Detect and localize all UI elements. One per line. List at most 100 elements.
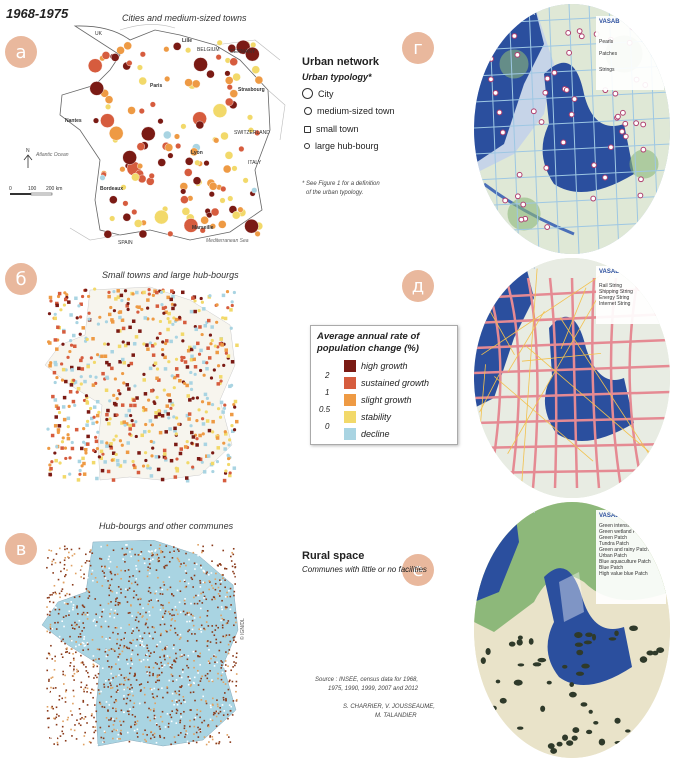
commune-marker <box>149 635 151 637</box>
commune-marker <box>118 668 121 670</box>
commune-marker <box>184 736 186 738</box>
commune-marker <box>76 605 78 607</box>
commune-marker <box>94 598 97 600</box>
hub-bourg-marker <box>200 417 205 421</box>
commune-marker <box>166 645 168 648</box>
small-town-marker <box>198 457 203 462</box>
commune-marker <box>151 554 153 557</box>
commune-marker <box>84 716 87 718</box>
commune-marker <box>69 635 71 638</box>
commune-marker <box>225 651 227 653</box>
commune-marker <box>55 592 57 595</box>
commune-marker <box>210 584 213 587</box>
commune-marker <box>52 707 55 710</box>
commune-marker <box>232 655 234 657</box>
small-town-marker <box>129 403 133 408</box>
commune-marker <box>82 622 85 624</box>
small-town-marker <box>116 329 120 333</box>
small-town-marker <box>110 320 115 324</box>
commune-marker <box>193 666 195 669</box>
hub-bourg-marker <box>195 419 199 423</box>
rail-string-line <box>474 338 670 350</box>
pearl-marker <box>518 216 525 223</box>
commune-marker <box>54 621 56 624</box>
commune-marker <box>228 704 231 706</box>
commune-marker <box>175 712 178 714</box>
town-marker <box>208 191 215 198</box>
commune-marker <box>163 647 166 650</box>
small-town-marker <box>63 297 68 302</box>
commune-marker <box>62 638 64 641</box>
commune-marker <box>68 560 71 562</box>
commune-marker <box>190 576 193 579</box>
commune-marker <box>98 648 101 651</box>
commune-marker <box>226 595 229 598</box>
small-town-marker <box>101 371 105 376</box>
commune-marker <box>92 579 94 582</box>
commune-marker <box>216 559 218 561</box>
hub-bourg-marker <box>167 360 171 364</box>
legend-high-value-blue: High value blue Patch <box>599 571 648 577</box>
commune-marker <box>92 620 95 622</box>
commune-marker <box>108 725 110 728</box>
commune-marker <box>163 623 166 626</box>
commune-marker <box>65 615 67 617</box>
hub-bourg-marker <box>228 438 232 442</box>
commune-marker <box>226 734 229 736</box>
commune-marker <box>164 658 166 661</box>
commune-marker <box>215 742 218 745</box>
commune-marker <box>101 570 104 572</box>
commune-marker <box>210 547 212 550</box>
commune-marker <box>148 707 150 710</box>
small-town-marker <box>189 309 194 314</box>
urban-patch-blob <box>585 632 593 637</box>
town-marker <box>181 207 191 216</box>
label-switzerland: SWITZERLAND <box>234 130 270 136</box>
commune-marker <box>195 563 198 566</box>
small-town-marker <box>69 383 74 387</box>
commune-marker <box>62 670 64 673</box>
commune-marker <box>61 693 64 696</box>
hub-bourg-marker <box>118 439 123 443</box>
commune-marker <box>137 598 139 601</box>
commune-marker <box>216 703 219 706</box>
commune-marker <box>69 662 72 664</box>
commune-marker <box>80 576 83 578</box>
commune-marker <box>200 677 202 680</box>
commune-marker <box>179 721 181 724</box>
commune-marker <box>84 644 87 647</box>
commune-marker <box>148 572 151 575</box>
town-marker <box>184 168 193 177</box>
commune-marker <box>155 554 158 556</box>
commune-marker <box>115 691 118 693</box>
commune-marker <box>156 695 158 698</box>
commune-marker <box>128 580 130 583</box>
commune-marker <box>48 690 50 692</box>
town-marker <box>131 172 140 182</box>
commune-marker <box>209 641 212 643</box>
town-marker <box>220 131 229 141</box>
commune-marker <box>134 581 137 584</box>
small-town-marker <box>118 329 122 333</box>
pearl-marker <box>619 128 625 135</box>
commune-marker <box>90 714 93 717</box>
hub-bourg-marker <box>161 340 165 344</box>
urban-patch-blob <box>574 642 583 647</box>
hub-bourg-marker <box>229 326 233 330</box>
commune-marker <box>152 734 154 736</box>
commune-marker <box>193 562 196 565</box>
hub-bourg-marker <box>97 455 101 459</box>
commune-marker <box>175 708 178 711</box>
commune-marker <box>49 628 52 630</box>
commune-marker <box>128 672 131 675</box>
commune-marker <box>158 547 161 550</box>
commune-marker <box>100 565 103 568</box>
town-marker <box>224 151 234 160</box>
commune-marker <box>171 700 174 702</box>
commune-marker <box>73 596 76 599</box>
commune-marker <box>147 650 150 652</box>
hub-bourg-marker <box>55 375 59 380</box>
commune-marker <box>127 612 130 614</box>
scale-end: 200 km <box>46 186 63 192</box>
commune-marker <box>126 547 128 550</box>
